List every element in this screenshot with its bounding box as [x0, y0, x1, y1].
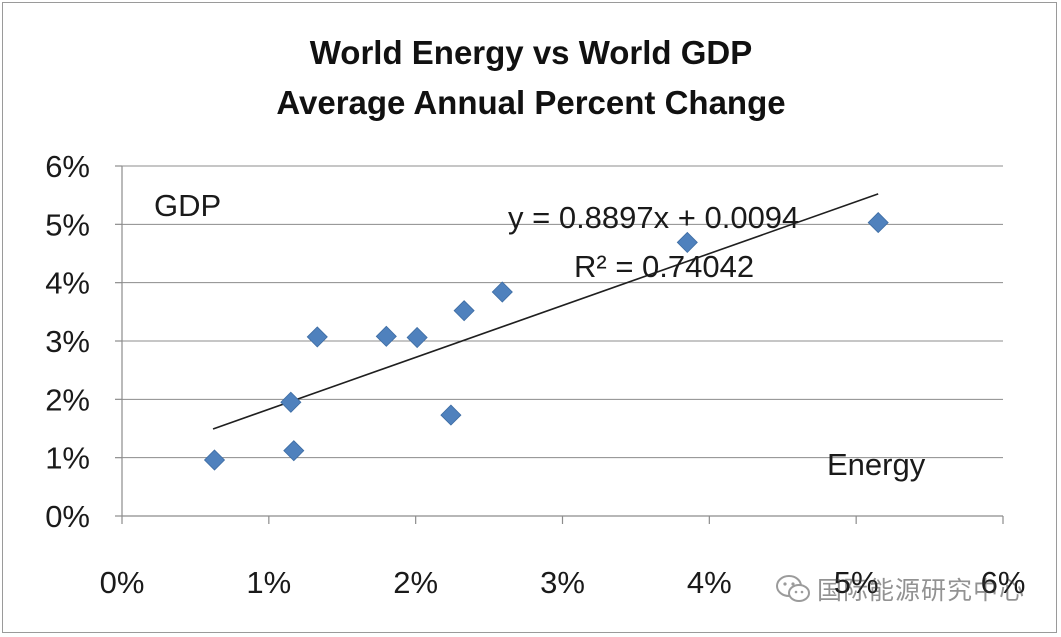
- y-axis-label: GDP: [154, 188, 221, 223]
- x-tick-label: 3%: [540, 565, 585, 600]
- x-axis-label: Energy: [827, 447, 926, 482]
- data-points: [203, 212, 889, 471]
- wechat-icon: [775, 575, 810, 602]
- axes: [121, 166, 1004, 524]
- data-point: [406, 326, 428, 349]
- data-point: [867, 212, 889, 234]
- data-point: [453, 300, 475, 322]
- y-tick-label: 0%: [45, 499, 90, 534]
- chart-title: World Energy vs World GDP Average Annual…: [276, 34, 785, 121]
- data-point: [280, 391, 302, 413]
- y-tick-label: 4%: [45, 266, 90, 301]
- trendline-equation: y = 0.8897x + 0.0094: [508, 200, 799, 235]
- x-tick-label: 2%: [393, 565, 438, 600]
- trendline: [212, 193, 879, 430]
- gridlines: [115, 165, 1003, 517]
- y-tick-label: 5%: [45, 207, 90, 242]
- data-point: [203, 449, 226, 471]
- trendline-r-squared: R² = 0.74042: [574, 249, 754, 284]
- data-point: [491, 281, 513, 303]
- data-point: [375, 325, 397, 347]
- y-tick-label: 3%: [45, 324, 90, 359]
- watermark: 国际能源研究中心: [775, 571, 1025, 607]
- y-tick-label: 6%: [45, 149, 90, 184]
- y-tick-label: 2%: [45, 382, 90, 417]
- y-axis-tick-labels: 0% 1% 2% 3% 4% 5% 6%: [45, 149, 90, 534]
- chart-title-line-2: Average Annual Percent Change: [276, 84, 785, 121]
- x-tick-label: 4%: [687, 565, 732, 600]
- chart-title-line-1: World Energy vs World GDP: [310, 34, 753, 71]
- x-axis-tick-labels: 0% 1% 2% 3% 4% 5% 6%: [100, 565, 1026, 600]
- data-point: [676, 231, 698, 253]
- x-tick-label: 1%: [246, 565, 291, 600]
- data-point: [306, 326, 328, 348]
- x-tick-label: 5%: [834, 565, 879, 600]
- x-tick-label: 0%: [100, 565, 145, 600]
- data-point: [440, 404, 462, 426]
- y-tick-label: 1%: [45, 441, 90, 476]
- watermark-text: 国际能源研究中心: [816, 576, 1025, 605]
- data-point: [283, 440, 305, 462]
- x-tick-label: 6%: [981, 565, 1026, 600]
